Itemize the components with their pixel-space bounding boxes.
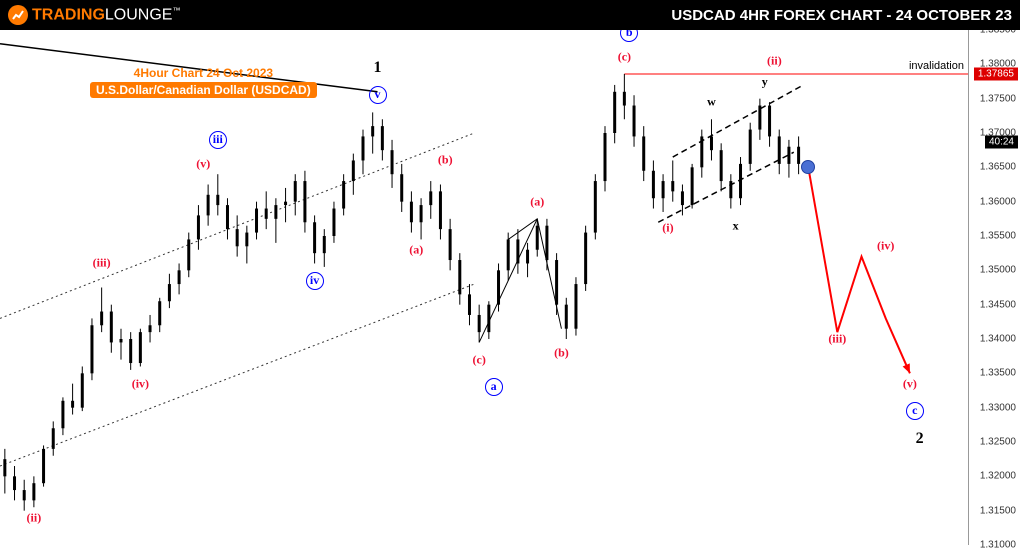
countdown-box: 40:24 — [985, 135, 1018, 148]
wave-label: (v) — [903, 376, 917, 391]
wave-label: (a) — [530, 194, 544, 209]
y-tick: 1.34500 — [980, 299, 1016, 310]
wave-label: (iii) — [828, 332, 846, 347]
wave-label: y — [762, 74, 768, 89]
wave-label: v — [369, 86, 387, 104]
y-tick: 1.32500 — [980, 437, 1016, 448]
y-tick: 1.35500 — [980, 231, 1016, 242]
y-tick: 1.37500 — [980, 93, 1016, 104]
y-axis: 1.385001.380001.375001.370001.365001.360… — [968, 30, 1020, 545]
logo-icon — [8, 5, 28, 25]
wave-label: (iv) — [877, 239, 894, 254]
y-tick: 1.31500 — [980, 505, 1016, 516]
wave-label: w — [707, 95, 716, 110]
logo: TRADINGLOUNGE™ — [8, 5, 180, 25]
y-tick: 1.33000 — [980, 402, 1016, 413]
wave-label: (b) — [438, 153, 453, 168]
chart-subtitle: 4Hour Chart 24 Oct 2023 U.S.Dollar/Canad… — [90, 66, 317, 98]
wave-label: (i) — [662, 220, 673, 235]
plot-region: 4Hour Chart 24 Oct 2023 U.S.Dollar/Canad… — [0, 30, 968, 545]
logo-text: TRADINGLOUNGE™ — [32, 6, 180, 24]
wave-label: x — [733, 218, 739, 233]
y-tick: 1.36500 — [980, 162, 1016, 173]
wave-label: (ii) — [767, 53, 782, 68]
y-tick: 1.33500 — [980, 368, 1016, 379]
wave-label: (b) — [554, 345, 569, 360]
wave-label: 1 — [374, 59, 382, 77]
chart-area[interactable]: 4Hour Chart 24 Oct 2023 U.S.Dollar/Canad… — [0, 30, 1020, 545]
chart-title: USDCAD 4HR FOREX CHART - 24 OCTOBER 23 — [671, 7, 1012, 24]
wave-label: (v) — [196, 156, 210, 171]
y-tick: 1.34000 — [980, 334, 1016, 345]
wave-label: iii — [209, 131, 227, 149]
wave-label: (iv) — [132, 376, 149, 391]
wave-label: 2 — [916, 430, 924, 448]
wave-label: a — [485, 378, 503, 396]
wave-label: c — [906, 402, 924, 420]
header-bar: TRADINGLOUNGE™ USDCAD 4HR FOREX CHART - … — [0, 0, 1020, 30]
y-tick: 1.36000 — [980, 196, 1016, 207]
wave-label: iv — [306, 272, 324, 290]
wave-label: (c) — [472, 352, 485, 367]
invalidation-price: 1.37865 — [974, 67, 1018, 80]
wave-label: (c) — [618, 50, 631, 65]
wave-label: (iii) — [93, 256, 111, 271]
y-tick: 1.32000 — [980, 471, 1016, 482]
wave-label: (a) — [409, 242, 423, 257]
invalidation-label: invalidation — [909, 60, 964, 72]
y-tick: 1.31000 — [980, 540, 1016, 551]
projection-marker — [801, 160, 815, 174]
y-tick: 1.35000 — [980, 265, 1016, 276]
wave-label: (ii) — [27, 510, 42, 525]
